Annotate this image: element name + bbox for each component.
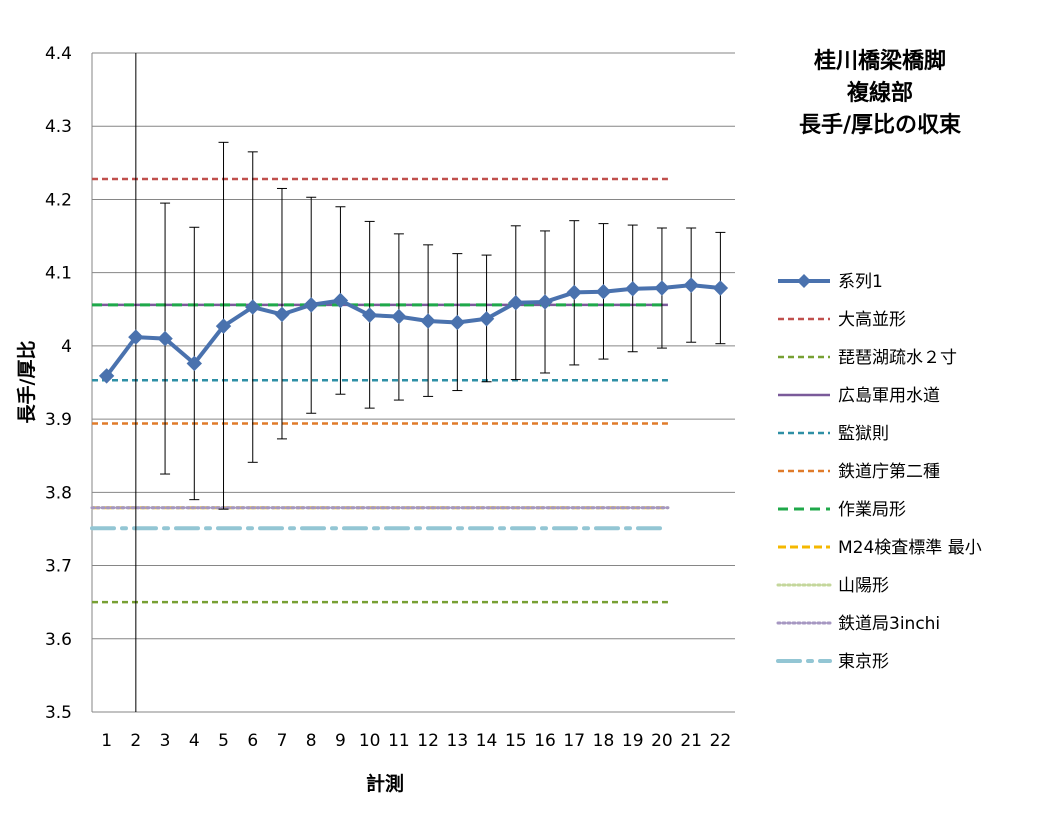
data-point: [391, 308, 407, 325]
legend-marker: [797, 274, 811, 288]
title-line-1: 桂川橋梁橋脚: [813, 49, 946, 74]
y-tick-label: 4.4: [45, 44, 72, 64]
y-tick-labels: 3.5 3.6 3.7 3.8 3.9 4 4.1 4.2 4.3 4.4: [45, 44, 72, 723]
x-tick-label: 21: [680, 731, 702, 751]
y-tick-label: 3.6: [45, 630, 72, 650]
x-tick-label: 16: [534, 731, 556, 751]
legend-item: 系列1: [778, 272, 883, 292]
x-tick-label: 7: [277, 731, 288, 751]
legend-item: 広島軍用水道: [778, 386, 940, 406]
legend-item: 鉄道庁第二種: [778, 462, 940, 482]
y-tick-label: 4.2: [45, 190, 72, 210]
legend-item: 琵琶湖疏水２寸: [778, 348, 957, 368]
x-tick-label: 13: [447, 731, 469, 751]
legend-label: 広島軍用水道: [838, 386, 940, 406]
data-point: [420, 313, 436, 329]
data-point: [215, 318, 232, 334]
legend-item: 鉄道局3inchi: [776, 614, 940, 634]
reference-lines: [90, 177, 670, 604]
legend-label: 東京形: [838, 652, 889, 672]
x-tick-label: 8: [306, 731, 317, 751]
data-point: [624, 281, 641, 297]
y-tick-label: 4.1: [45, 264, 72, 284]
y-tick-label: 4.3: [45, 117, 72, 137]
data-point: [683, 277, 699, 293]
data-point: [186, 355, 203, 372]
data-point: [128, 329, 144, 345]
x-tick-label: 12: [417, 731, 439, 751]
data-point: [332, 292, 349, 309]
legend-item: 作業局形: [778, 500, 906, 520]
data-point: [712, 280, 729, 296]
series-line-系列1: [105, 283, 721, 378]
y-tick-label: 4: [61, 337, 72, 357]
x-tick-label: 5: [218, 731, 229, 751]
data-point: [361, 307, 378, 323]
legend-item: M24検査標準 最小: [778, 538, 982, 558]
x-tick-label: 2: [130, 731, 141, 751]
data-point: [98, 368, 115, 384]
legend-item: 山陽形: [776, 576, 889, 596]
title-line-2: 複線部: [846, 81, 913, 106]
data-point: [508, 294, 524, 311]
x-tick-label: 10: [359, 731, 381, 751]
x-tick-label: 14: [476, 731, 498, 751]
x-tick-label: 3: [160, 731, 171, 751]
y-tick-label: 3.9: [45, 410, 72, 430]
data-point: [303, 297, 319, 313]
data-point: [449, 314, 466, 331]
x-tick-label: 9: [335, 731, 346, 751]
x-tick-label: 20: [651, 731, 673, 751]
x-tick-label: 22: [710, 731, 732, 751]
y-tick-label: 3.7: [45, 557, 72, 577]
chart-title: 桂川橋梁橋脚 複線部 長手/厚比の収束: [770, 46, 990, 142]
y-tick-label: 3.8: [45, 483, 72, 503]
legend-label: 系列1: [838, 272, 883, 292]
data-point: [478, 311, 495, 327]
y-axis-label: 長手/厚比: [15, 341, 38, 424]
y-tick-label: 3.5: [45, 703, 72, 723]
data-point: [595, 283, 612, 300]
legend-item: 監獄則: [778, 424, 889, 444]
x-axis-label: 計測: [366, 772, 404, 795]
legend-label: 作業局形: [838, 500, 906, 520]
legend-label: M24検査標準 最小: [838, 538, 982, 558]
data-point: [157, 330, 173, 347]
data-point: [537, 294, 553, 310]
main-series: [98, 277, 729, 384]
axes: [91, 53, 735, 713]
x-tick-label: 1: [101, 731, 112, 751]
legend-label: 鉄道局3inchi: [838, 614, 940, 634]
x-tick-labels: 1 2 3 4 5 6 7 8 9 10 11 12 13 14 15 16 17 18 19 20 21 22: [101, 731, 731, 751]
error-bars: [135, 53, 726, 712]
x-tick-label: 11: [388, 731, 410, 751]
legend-label: 監獄則: [838, 424, 889, 444]
legend-label: 山陽形: [838, 576, 889, 596]
legend-item: 東京形: [776, 652, 889, 672]
x-tick-label: 4: [189, 731, 200, 751]
data-point: [654, 280, 670, 296]
x-tick-label: 19: [622, 731, 644, 751]
data-point: [566, 284, 582, 301]
x-tick-label: 18: [593, 731, 615, 751]
data-point: [274, 306, 290, 323]
x-tick-label: 6: [247, 731, 258, 751]
title-line-3: 長手/厚比の収束: [798, 113, 962, 138]
legend-label: 鉄道庁第二種: [838, 462, 940, 482]
legend-item: 大高並形: [778, 310, 906, 330]
data-point: [245, 299, 261, 315]
x-tick-label: 15: [505, 731, 527, 751]
gridlines: [92, 52, 735, 713]
legend-label: 琵琶湖疏水２寸: [838, 348, 957, 368]
x-tick-label: 17: [563, 731, 585, 751]
legend-label: 大高並形: [838, 310, 906, 330]
